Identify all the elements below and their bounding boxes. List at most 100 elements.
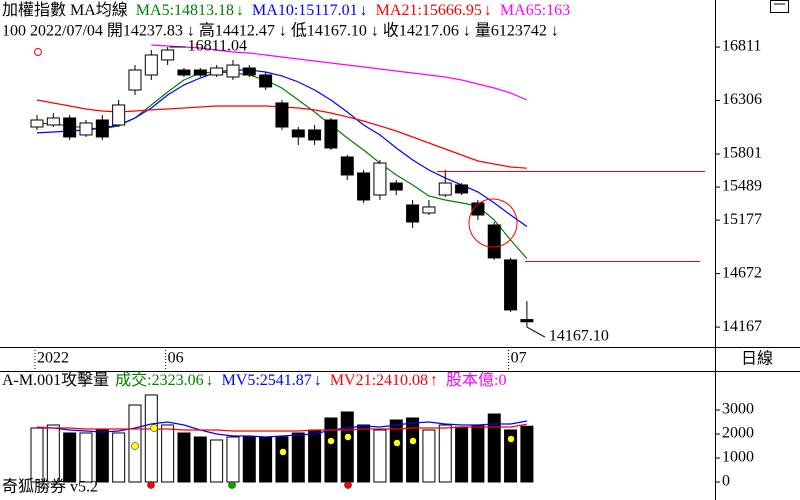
- signal-dots: [131, 424, 515, 489]
- volume-bar: [242, 436, 256, 483]
- candle-body: [79, 122, 93, 136]
- volume-bar: [46, 424, 60, 483]
- legend-entry: MV5:2541.87: [222, 372, 312, 389]
- volume-bar: [161, 424, 175, 483]
- legend-entry: MA21:15666.95: [376, 2, 482, 19]
- low-annotation: 14167.10: [549, 328, 609, 345]
- volume-bar: [324, 417, 338, 483]
- y-tick-label: 16306: [722, 91, 762, 108]
- candle-body: [226, 64, 240, 78]
- y-tick-label: 2000: [722, 425, 754, 442]
- candle-body: [30, 119, 44, 128]
- candle-body: [193, 69, 207, 76]
- volume-bar: [79, 432, 93, 483]
- candle-body: [144, 54, 158, 76]
- signal-dot: [344, 433, 352, 441]
- volume-bar: [30, 427, 44, 483]
- volume-bar: [275, 436, 289, 483]
- legend-entry: MV21:2410.08: [330, 372, 428, 389]
- candle-body: [471, 202, 485, 216]
- signal-dot: [147, 481, 155, 489]
- candle-body: [46, 117, 60, 126]
- candle-body: [324, 119, 338, 149]
- price-layer: 16811.04 14167.10: [30, 38, 609, 345]
- period-label: 日線: [741, 350, 773, 368]
- candle-body: [112, 104, 126, 126]
- y-tick-label: 3000: [722, 401, 754, 418]
- volume-bar: [389, 419, 403, 483]
- legend-entry: MA10:15117.01: [252, 2, 358, 19]
- legend-entry: MA5:14813.18: [136, 2, 234, 19]
- candle-body: [242, 67, 256, 76]
- volume-bar: [193, 436, 207, 483]
- volume-bar: [520, 425, 534, 483]
- volume-bar: [63, 432, 77, 483]
- y-tick-label: 0: [722, 473, 730, 490]
- legend-row: A-M.001攻擊量 成交:2323.06 ↓ MV5:2541.87 ↓ MV21:24…: [2, 371, 507, 389]
- x-tick-label: 06: [168, 350, 184, 367]
- y-tick-label: 14167: [722, 318, 762, 335]
- legend-entry: MA65:163: [500, 2, 570, 19]
- legend-trend: ↓: [206, 372, 214, 389]
- candle-body: [422, 206, 436, 214]
- y-tick-label: 16811: [722, 38, 761, 55]
- legend-entry: 成交:2323.06: [115, 371, 203, 389]
- signal-marker: [34, 48, 42, 56]
- annotation-leader: [526, 326, 546, 338]
- candle-body: [357, 172, 371, 201]
- candle-body: [504, 259, 518, 311]
- candle-body: [161, 49, 175, 61]
- signal-dot: [393, 439, 401, 447]
- volume-bar: [308, 429, 322, 483]
- x-tick-label: 07: [511, 350, 527, 367]
- text-layer: 加權指數 MA均線 MA5:14813.18 ↓ MA10:15117.01 ↓ MA21…: [2, 1, 762, 490]
- legend-trend: ↓: [360, 2, 368, 19]
- candle-body: [373, 162, 387, 196]
- signal-dot: [131, 442, 139, 450]
- signal-dot: [279, 448, 287, 456]
- volume-bar: [112, 432, 126, 483]
- signal-dot: [228, 481, 236, 489]
- signal-dot: [507, 435, 515, 443]
- candle-body: [455, 184, 469, 194]
- chart-title: 加權指數 MA均線: [2, 1, 128, 19]
- y-tick-label: 1000: [722, 449, 754, 466]
- candle-body: [210, 67, 224, 76]
- legend-trend: ↑: [430, 372, 438, 389]
- volume-layer: [30, 394, 534, 483]
- drawn-circle: [468, 198, 518, 248]
- volume-bar: [291, 432, 305, 483]
- candle-body: [340, 156, 354, 176]
- volume-bar: [487, 413, 501, 483]
- candle-body: [128, 69, 142, 91]
- volume-bar: [357, 424, 371, 483]
- legend-trend: ↓: [484, 2, 492, 19]
- y-tick-label: 15801: [722, 145, 762, 162]
- volume-bar: [471, 424, 485, 483]
- y-tick-label: 15489: [722, 178, 762, 195]
- candle-body: [95, 119, 109, 138]
- candle-body: [520, 319, 534, 323]
- legend-trend: ↓: [236, 2, 244, 19]
- signal-dot: [150, 424, 158, 432]
- candle-body: [487, 224, 501, 259]
- candle-body: [389, 182, 403, 191]
- volume-bar: [504, 429, 518, 483]
- volume-bar: [455, 426, 469, 483]
- volume-bar: [177, 432, 191, 483]
- legend-row: 加權指數 MA均線 MA5:14813.18 ↓ MA10:15117.01 ↓ MA21…: [2, 1, 570, 19]
- chart-title: A-M.001攻擊量: [2, 371, 109, 389]
- candle-body: [438, 182, 452, 196]
- legend-note: 股本億:0: [446, 371, 506, 389]
- plot-area: 16811.04 14167.10: [30, 38, 705, 489]
- user-drawings: [34, 48, 705, 262]
- candle-body: [308, 129, 322, 141]
- candle-body: [406, 204, 420, 223]
- y-tick-label: 14672: [722, 264, 762, 281]
- volume-bar: [373, 429, 387, 483]
- candle-body: [63, 117, 77, 138]
- high-annotation: 16811.04: [188, 38, 247, 55]
- candle-body: [291, 129, 305, 138]
